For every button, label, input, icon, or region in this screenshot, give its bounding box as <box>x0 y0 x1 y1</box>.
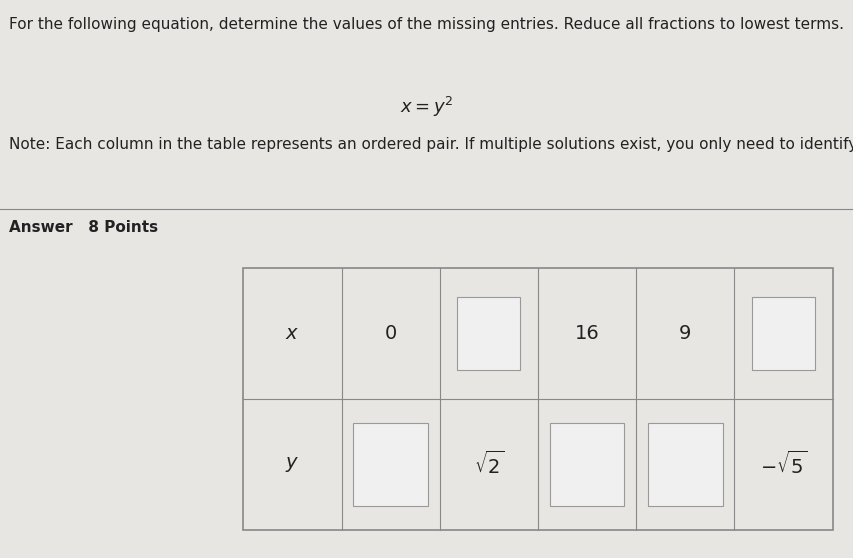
Text: 0: 0 <box>384 324 397 343</box>
Text: $x$: $x$ <box>285 324 299 343</box>
Text: $\sqrt{2}$: $\sqrt{2}$ <box>473 451 504 478</box>
Text: For the following equation, determine the values of the missing entries. Reduce : For the following equation, determine th… <box>9 17 843 32</box>
Text: 16: 16 <box>574 324 599 343</box>
FancyBboxPatch shape <box>751 297 814 370</box>
FancyBboxPatch shape <box>353 422 427 507</box>
Text: $x = y^2$: $x = y^2$ <box>400 95 453 119</box>
Text: Answer   8 Points: Answer 8 Points <box>9 220 158 235</box>
FancyBboxPatch shape <box>549 422 624 507</box>
FancyBboxPatch shape <box>457 297 519 370</box>
Text: $-\sqrt{5}$: $-\sqrt{5}$ <box>759 451 806 478</box>
FancyBboxPatch shape <box>647 422 722 507</box>
Text: Note: Each column in the table represents an ordered pair. If multiple solutions: Note: Each column in the table represent… <box>9 137 853 152</box>
Text: $y$: $y$ <box>285 455 299 474</box>
Text: 9: 9 <box>678 324 691 343</box>
Bar <box>243 268 832 530</box>
